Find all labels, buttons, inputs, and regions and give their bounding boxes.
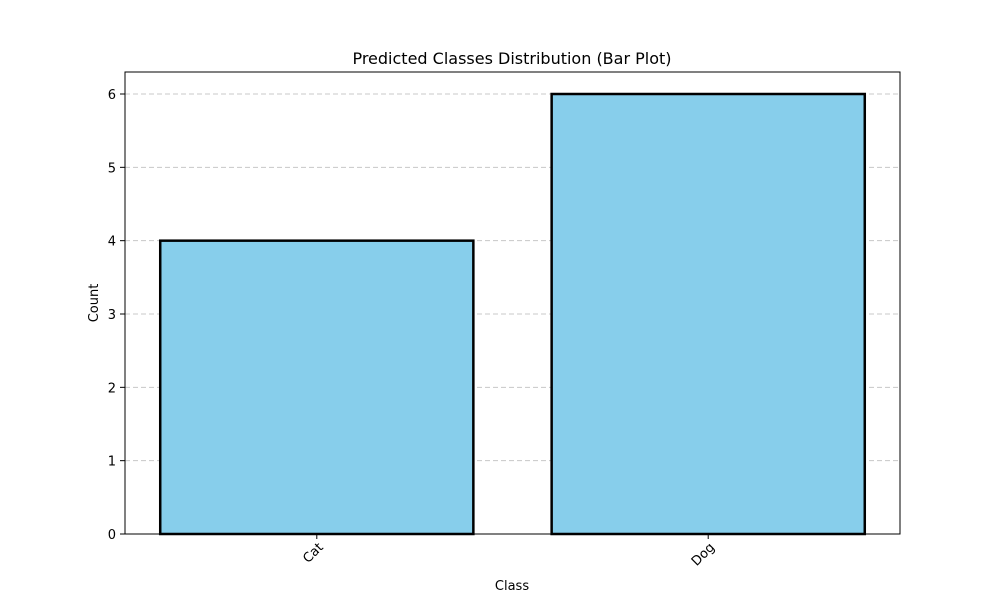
y-tick-label: 1 <box>108 455 116 470</box>
plot-frame <box>124 71 901 535</box>
chart-title: Predicted Classes Distribution (Bar Plot… <box>352 49 671 68</box>
x-tick-label-cat: Cat <box>300 540 326 566</box>
y-tick-label: 5 <box>108 161 116 176</box>
y-tick-label: 0 <box>108 528 116 543</box>
x-tick-label-dog: Dog <box>689 540 718 569</box>
y-tick-label: 3 <box>108 308 116 323</box>
y-tick-label: 6 <box>108 88 116 103</box>
y-axis-label: Count <box>87 284 102 323</box>
bar-dog <box>550 92 867 536</box>
y-axis-ticks: 0 1 2 3 4 5 6 <box>108 88 125 543</box>
bar-cat <box>158 239 475 536</box>
y-tick-label: 4 <box>108 235 116 250</box>
y-tick-label: 2 <box>108 381 116 396</box>
x-axis-label: Class <box>495 579 529 594</box>
x-axis-ticks: Cat Dog <box>300 534 718 569</box>
